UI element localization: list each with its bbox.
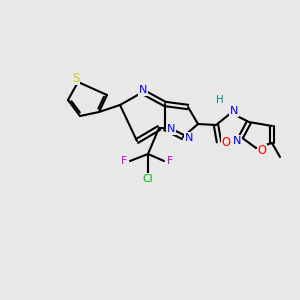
Text: N: N — [233, 136, 241, 146]
Text: F: F — [121, 156, 127, 166]
Text: N: N — [230, 106, 238, 116]
Text: N: N — [167, 124, 175, 134]
Text: H: H — [216, 95, 224, 105]
Text: O: O — [221, 136, 230, 148]
Text: N: N — [139, 85, 147, 95]
Text: F: F — [167, 156, 173, 166]
Text: S: S — [72, 71, 80, 85]
Text: O: O — [257, 145, 266, 158]
Text: Cl: Cl — [143, 174, 153, 184]
Text: N: N — [185, 133, 193, 143]
